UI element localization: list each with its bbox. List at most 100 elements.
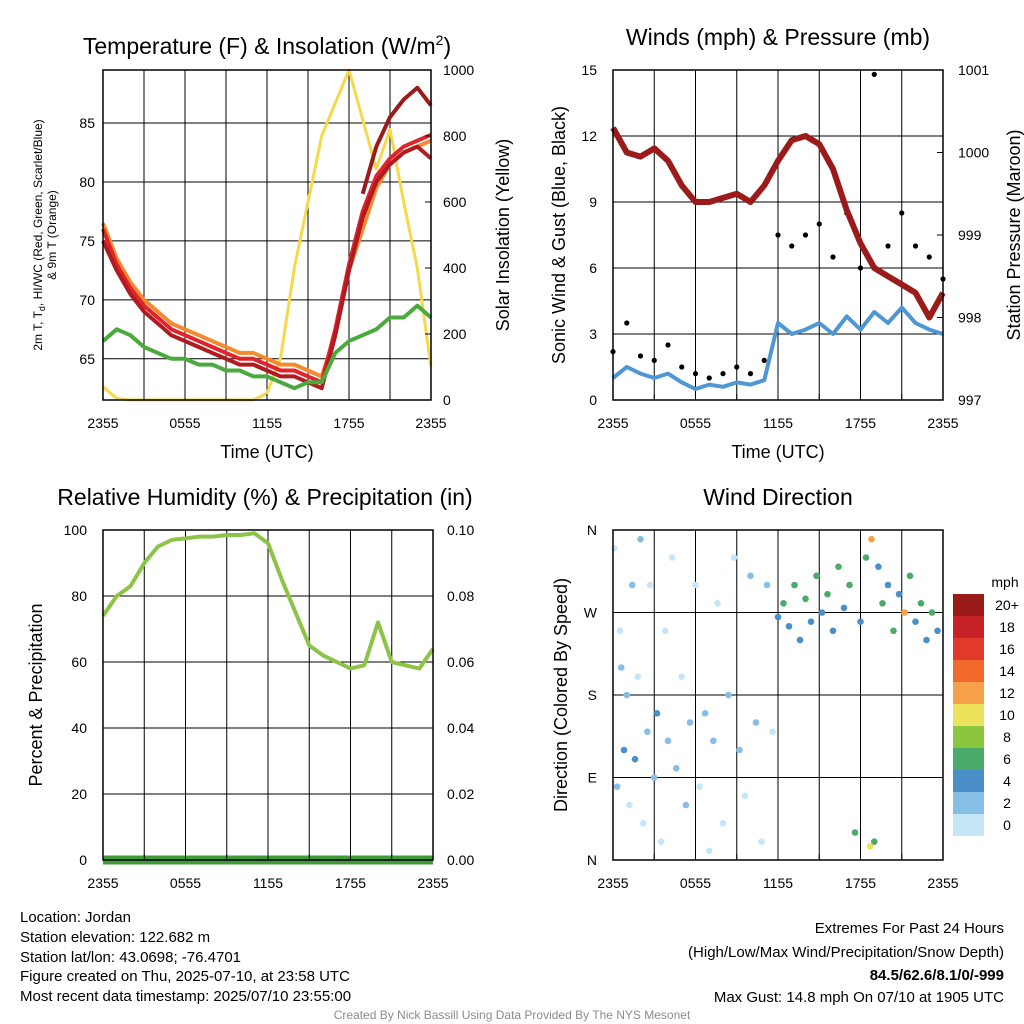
direction-point [705, 847, 713, 855]
y-tick-right: 998 [958, 310, 982, 326]
direction-point [890, 627, 897, 635]
gust-point [720, 371, 726, 377]
x-tick-label: 1755 [333, 415, 364, 431]
y-tick-right: 1000 [958, 145, 989, 161]
y-tick-right: 0.08 [447, 588, 474, 604]
direction-point [613, 783, 621, 790]
temperature-ticks: 2355 0555 1155 1755 2355 65 70 75 80 85 0 200 400 600… [79, 62, 474, 431]
colorbar-swatch [953, 792, 984, 814]
colorbar-label: 14 [999, 663, 1015, 679]
y-tick-direction: N [587, 852, 597, 868]
gust-point [665, 342, 671, 348]
colorbar-swatch [953, 594, 984, 616]
gust-point [926, 254, 932, 260]
extremes-values: 84.5/62.6/8.1/0/-999 [870, 967, 1004, 984]
x-tick-label: 1755 [845, 415, 876, 431]
humidity-ticks: 2355 0555 1155 1755 23550204060801000.000.02… [64, 522, 475, 891]
y-tick-left: 65 [79, 351, 95, 367]
direction-point [906, 572, 914, 580]
y-tick-right: 0.10 [447, 522, 474, 538]
direction-point [769, 728, 776, 735]
colorbar-title: mph [991, 574, 1018, 590]
y-tick-right: 600 [443, 194, 467, 210]
info-created: Figure created on Thu, 2025-07-10, at 23… [20, 968, 350, 985]
colorbar-label: 0 [1003, 817, 1011, 833]
y-tick-right: 997 [958, 392, 982, 408]
pressure-line [610, 126, 946, 321]
direction-point [862, 554, 870, 561]
direction-point [664, 737, 672, 745]
extremes-heading: Extremes For Past 24 Hours [815, 920, 1004, 937]
gust-point [789, 243, 795, 249]
direction-point [840, 604, 848, 612]
direction-point [628, 581, 636, 589]
gust-point [692, 371, 699, 377]
x-tick-label: 1155 [252, 415, 282, 431]
gust-point [624, 320, 630, 326]
direction-point [701, 710, 709, 717]
direction-point [637, 535, 644, 543]
x-tick-label: 1755 [335, 875, 366, 891]
x-tick-label: 0555 [680, 875, 711, 891]
winds-ticks: 2355 0555 1155 1755 235503691215997998999100… [581, 62, 989, 431]
colorbar-label: 2 [1003, 795, 1011, 811]
gust-point [871, 71, 877, 77]
direction-point [912, 618, 919, 625]
direction-point [928, 609, 936, 616]
y-tick-direction: S [588, 687, 597, 703]
colorbar-label: 12 [999, 685, 1015, 701]
direction-point [752, 719, 760, 726]
direction-point [895, 590, 903, 598]
winds-panel: Winds (mph) & Pressure (mb) 2355 0555 1155… [549, 24, 1024, 462]
x-tick-label: 2355 [87, 415, 118, 431]
gust-point [651, 357, 657, 363]
temperature-line-1 [101, 132, 432, 385]
humidity-grid [103, 530, 433, 860]
colorbar-swatch [953, 726, 984, 748]
direction-point [901, 609, 908, 616]
x-tick-label: 1755 [845, 875, 876, 891]
gust-point [899, 210, 905, 216]
direction-point [846, 581, 853, 589]
x-tick-label: 2355 [415, 415, 446, 431]
direction-point [807, 618, 815, 625]
x-tick-label: 2355 [597, 875, 628, 891]
direction-point [650, 774, 658, 781]
y-tick-left: 80 [79, 174, 95, 190]
humidity-line [101, 531, 435, 671]
direction-point [791, 581, 798, 589]
x-tick-label: 0555 [170, 875, 201, 891]
y-tick-left: 15 [581, 62, 597, 78]
y-tick-left: 85 [79, 115, 95, 131]
direction-point [696, 783, 703, 790]
colorbar-label: 18 [999, 619, 1015, 635]
direction-point [639, 820, 647, 827]
colorbar-swatch [953, 616, 984, 638]
direction-point [661, 627, 669, 635]
colorbar-swatch [953, 660, 984, 682]
direction-point [780, 600, 787, 607]
direction-point [626, 801, 633, 809]
info-recent: Most recent data timestamp: 2025/07/10 2… [20, 988, 351, 1005]
gust-point [679, 364, 685, 370]
gust-point [747, 371, 754, 377]
direction-point [736, 746, 743, 754]
winds-xlabel: Time (UTC) [731, 442, 824, 462]
y-tick-left: 70 [79, 292, 95, 308]
colorbar-label: 16 [999, 641, 1015, 657]
y-tick-right: 800 [443, 128, 467, 144]
gust-point [706, 375, 712, 381]
y-tick-right: 200 [443, 326, 467, 342]
wind-direction-ylabel: Direction (Colored By Speed) [551, 578, 571, 812]
temperature-panel: Temperature (F) & Insolation (W/m2) 2355… [31, 32, 513, 462]
direction-point [631, 755, 639, 763]
colorbar-swatch [953, 770, 984, 792]
direction-point [870, 838, 878, 845]
gust-point [734, 364, 740, 370]
colorbar-label: 10 [999, 707, 1015, 723]
gust-point [830, 254, 836, 260]
direction-point [829, 627, 837, 635]
y-tick-left: 40 [71, 720, 87, 736]
extremes-gust: Max Gust: 14.8 mph On 07/10 at 1905 UTC [714, 989, 1004, 1006]
